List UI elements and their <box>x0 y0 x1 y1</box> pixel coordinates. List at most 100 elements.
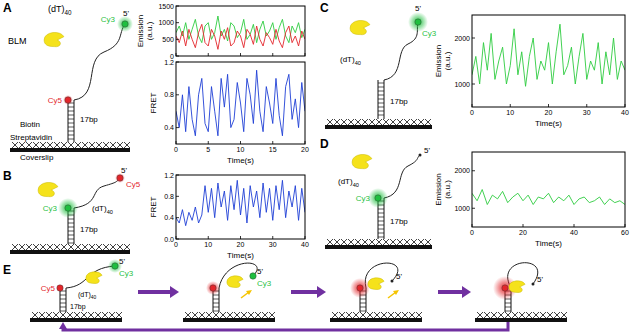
y-tick <box>176 62 179 63</box>
streptavidin <box>61 142 67 148</box>
base-pair <box>378 237 384 238</box>
streptavidin <box>561 312 567 318</box>
streptavidin <box>540 312 546 318</box>
x-tick-label: 0 <box>470 109 474 116</box>
streptavidin <box>75 142 81 148</box>
x-axis-title: Time(s) <box>227 251 254 260</box>
y-tick <box>176 127 179 128</box>
streptavidin <box>234 312 240 318</box>
tail-label: (dT) <box>92 204 107 213</box>
streptavidin <box>68 142 74 148</box>
streptavidin <box>19 142 25 148</box>
streptavidin <box>262 312 268 318</box>
surface <box>330 318 422 322</box>
prime-label: 5' <box>396 272 402 281</box>
cycle-stage: Cy35'Cy5(dT)4017bp <box>30 257 134 322</box>
dye-glow <box>117 16 133 32</box>
dye <box>65 205 71 211</box>
base-pair <box>68 119 74 120</box>
streptavidin <box>46 312 52 318</box>
x-tick-label: 0 <box>470 229 474 236</box>
streptavidin <box>40 142 46 148</box>
streptavidin <box>477 312 483 318</box>
streptavidin <box>67 312 73 318</box>
blm-helicase <box>352 154 372 168</box>
blm-helicase <box>44 32 64 46</box>
streptavidin <box>388 312 394 318</box>
panel-letter: B <box>3 169 12 183</box>
streptavidin <box>75 142 81 148</box>
x-tick-label: 20 <box>545 109 553 116</box>
streptavidin <box>68 142 74 148</box>
surface-label: Coverslip <box>20 153 54 162</box>
dye <box>357 285 363 291</box>
x-tick <box>305 236 306 239</box>
base-pair <box>378 91 384 92</box>
dye <box>250 273 256 279</box>
x-tick-label: 20 <box>237 241 245 248</box>
streptavidin <box>61 244 67 250</box>
streptavidin <box>425 239 431 245</box>
streptavidin <box>526 312 532 318</box>
streptavidin <box>397 119 403 125</box>
streptavidin <box>110 142 116 148</box>
streptavidin <box>95 312 101 318</box>
x-tick-label: 40 <box>570 229 578 236</box>
dna-end <box>391 280 394 283</box>
streptavidin <box>82 142 88 148</box>
streptavidin <box>81 312 87 318</box>
base-pair <box>68 127 74 128</box>
streptavidin <box>12 244 18 250</box>
streptavidin <box>334 239 340 245</box>
x-tick <box>208 53 209 56</box>
streptavidin <box>554 312 560 318</box>
translocation-arrowhead <box>246 290 252 295</box>
prime-label: 5' <box>415 4 421 13</box>
base-pair <box>68 123 74 124</box>
trace <box>472 24 625 86</box>
streptavidin <box>53 312 59 318</box>
y-tick <box>176 196 179 197</box>
duplex-strand <box>384 80 385 119</box>
streptavidin <box>367 312 373 318</box>
base-pair <box>213 307 219 308</box>
x-tick-label: 40 <box>621 109 629 116</box>
base-pair <box>68 135 74 136</box>
dye <box>112 263 118 269</box>
base-pair <box>378 217 384 218</box>
trace <box>176 180 305 225</box>
x-tick-label: 60 <box>621 229 629 236</box>
base-pair <box>360 311 366 312</box>
tail-label: (dT) <box>48 4 65 14</box>
dye-label: Cy3 <box>257 279 272 288</box>
duplex-label: 17bp <box>390 217 408 226</box>
streptavidin <box>418 119 424 125</box>
streptavidin <box>109 312 115 318</box>
y-tick <box>176 6 179 7</box>
y-tick-label: 0.4 <box>164 214 174 221</box>
streptavidin <box>519 312 525 318</box>
streptavidin <box>40 244 46 250</box>
streptavidin <box>327 239 333 245</box>
tail-label: (dT) <box>340 55 355 64</box>
base-pair <box>378 221 384 222</box>
streptavidin <box>411 119 417 125</box>
streptavidin <box>54 142 60 148</box>
dye-label: Cy5 <box>126 180 141 189</box>
streptavidin <box>397 239 403 245</box>
streptavidin <box>89 244 95 250</box>
streptavidin <box>241 312 247 318</box>
y-tick-label: 1.2 <box>164 172 174 179</box>
streptavidin <box>341 119 347 125</box>
streptavidin <box>341 239 347 245</box>
streptavidin <box>220 312 226 318</box>
streptavidin <box>39 312 45 318</box>
streptavidin <box>269 312 275 318</box>
streptavidin <box>88 312 94 318</box>
tail-label-sub: 40 <box>107 209 113 215</box>
streptavidin <box>390 239 396 245</box>
streptavidin <box>491 312 497 318</box>
dye-glow <box>368 188 388 208</box>
streptavidin <box>124 142 130 148</box>
y-tick <box>176 217 179 218</box>
